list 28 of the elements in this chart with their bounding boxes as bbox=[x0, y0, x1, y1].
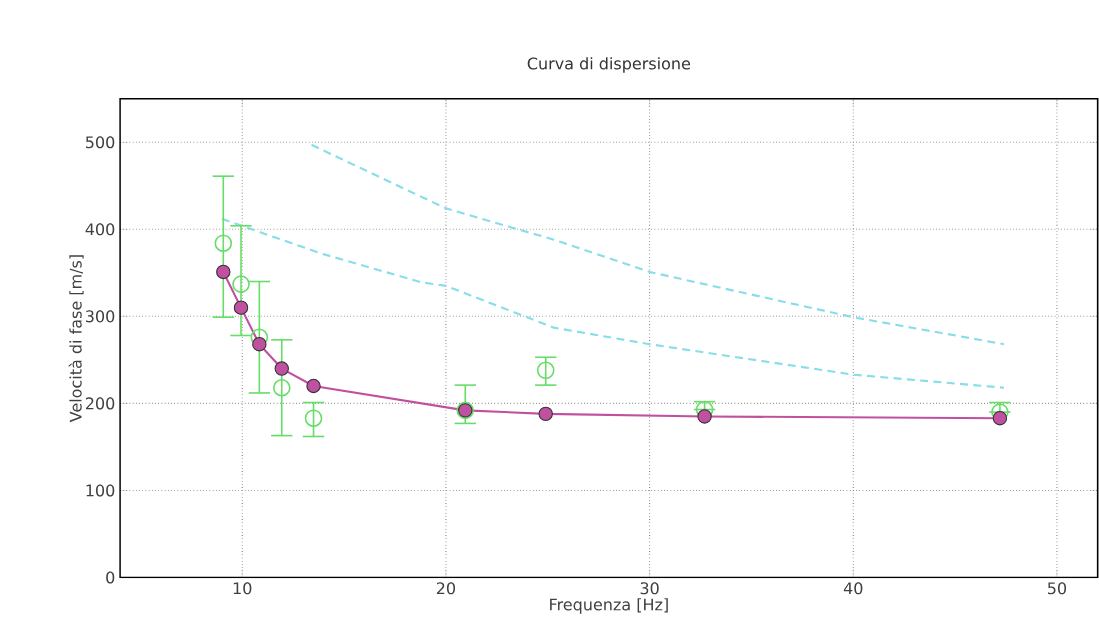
point bbox=[216, 264, 231, 280]
point bbox=[536, 361, 555, 380]
point bbox=[252, 337, 267, 352]
point bbox=[214, 234, 233, 253]
point bbox=[306, 378, 321, 394]
y-tick-label: 300 bbox=[85, 310, 115, 323]
y-tick-label: 400 bbox=[85, 223, 115, 236]
y-tick-label: 0 bbox=[106, 571, 115, 584]
point bbox=[274, 361, 289, 376]
x-tick-label: 20 bbox=[436, 582, 456, 595]
line-series bbox=[310, 143, 1006, 346]
x-axis-title: Frequenza [Hz] bbox=[550, 598, 668, 614]
y-tick-label: 100 bbox=[86, 484, 115, 497]
x-tick-label: 30 bbox=[640, 582, 659, 595]
point bbox=[233, 300, 249, 315]
x-tick-label: 10 bbox=[233, 582, 252, 595]
point bbox=[272, 378, 291, 397]
line-series bbox=[220, 217, 1006, 389]
chart-title: Curva di dispersione bbox=[527, 57, 691, 73]
point bbox=[304, 409, 323, 428]
y-tick-label: 500 bbox=[86, 136, 115, 149]
point bbox=[697, 409, 712, 424]
point bbox=[992, 411, 1008, 426]
point bbox=[538, 406, 553, 422]
x-tick-label: 50 bbox=[1047, 582, 1067, 595]
y-tick-label: 200 bbox=[85, 397, 115, 410]
x-tick-label: 40 bbox=[843, 582, 863, 595]
y-axis-title: Velocità di fase [m/s] bbox=[68, 255, 84, 423]
